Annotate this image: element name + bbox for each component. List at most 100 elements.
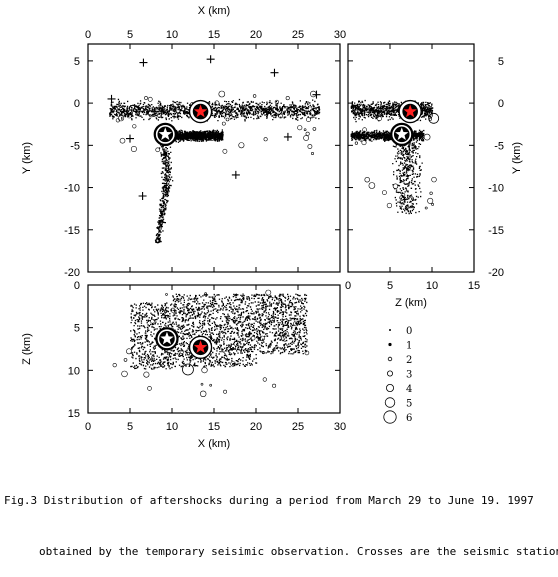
section-x-panel: 0 5 10 15 20 25 30 X (km) 0 5 10 15 Z (km) — [21, 280, 346, 450]
section-x-aftershock-band — [130, 293, 308, 370]
station-cross-mark — [107, 94, 116, 103]
map-aftershock-circle — [115, 118, 120, 123]
section-y-ytick-label: 5 — [498, 56, 504, 68]
section-x-aftershock-circle — [304, 350, 310, 356]
map-aftershock-circle — [263, 137, 268, 142]
section-y-ytick-label: -10 — [488, 183, 504, 195]
section-x-aftershock-circle — [200, 382, 204, 386]
section-x-aftershock-circle — [282, 318, 289, 326]
section-x-aftershock-circle — [200, 390, 207, 397]
map-ytick-label: -20 — [64, 267, 80, 279]
map-aftershock-band — [109, 98, 321, 122]
section-y-aftershock-circle — [423, 133, 431, 141]
map-xtick-label: 10 — [166, 29, 178, 41]
section-y-aftershock-circle — [368, 182, 376, 189]
map-aftershock-circle — [182, 111, 186, 115]
section-x-aftershock-circle — [229, 343, 236, 350]
legend-symbol — [386, 370, 393, 377]
map-aftershock-circle — [117, 115, 125, 122]
legend-symbol — [388, 342, 392, 347]
map-aftershock-circle — [222, 148, 228, 154]
map-ytick-label: 0 — [74, 98, 80, 110]
section-x-aftershock-circle — [201, 367, 208, 374]
section-x-xtick-label: 20 — [250, 421, 262, 433]
map-ytick-label: 5 — [74, 56, 80, 68]
map-aftershock-circle — [117, 105, 123, 111]
section-y-xtick-label: 15 — [468, 280, 480, 292]
section-x-ytick-label: 0 — [74, 280, 80, 292]
section-y-aftershock-circle — [424, 206, 428, 210]
magnitude-legend: 0 1 2 3 4 5 6 — [383, 326, 412, 424]
map-aftershock-circle — [225, 117, 230, 122]
map-aftershock-circle — [126, 112, 133, 119]
legend-label: 0 — [406, 326, 412, 337]
legend-symbol — [385, 383, 394, 392]
section-y-aftershock-circle — [428, 117, 432, 121]
legend-label: 6 — [406, 413, 412, 424]
station-cross-mark — [270, 68, 279, 77]
section-y-large-event — [428, 112, 440, 124]
map-aftershock-circle — [297, 125, 303, 131]
section-y-xtick-label: 5 — [387, 280, 393, 292]
section-x-aftershock-circle — [259, 335, 265, 342]
map-aftershock-circle — [130, 146, 137, 153]
section-y-aftershock-band — [392, 141, 423, 215]
section-x-star-white — [160, 331, 174, 345]
section-x-aftershock-circle — [121, 370, 128, 378]
section-x-aftershock-circle — [204, 292, 207, 295]
section-x-aftershock-circle — [143, 371, 150, 378]
map-xtick-label: 15 — [208, 29, 220, 41]
station-cross-mark — [283, 132, 292, 141]
section-y-aftershock-circle — [361, 140, 367, 146]
section-x-xtick-label: 10 — [166, 421, 178, 433]
legend-symbol — [388, 328, 391, 331]
section-y-aftershock-circle — [376, 116, 382, 122]
map-aftershock-circle — [221, 121, 226, 126]
map-aftershock-circle — [312, 127, 317, 131]
map-aftershock-circle — [153, 108, 161, 116]
section-y-aftershock-circle — [362, 127, 367, 132]
section-y-aftershock-circle — [429, 191, 433, 195]
section-x-xtick-label: 0 — [85, 421, 91, 433]
legend-label: 5 — [406, 399, 412, 410]
map-frame — [87, 43, 341, 273]
map-xtick-label: 25 — [292, 29, 304, 41]
section-y-ytick-label: 0 — [498, 98, 504, 110]
legend-symbol — [383, 410, 397, 424]
map-ytick-label: -5 — [70, 140, 80, 152]
section-x-aftershock-circle — [272, 383, 277, 388]
caption-line-2: obtained by the temporary seisimic obser… — [39, 545, 558, 558]
section-x-aftershock-circle — [179, 349, 184, 355]
station-cross-mark — [231, 170, 240, 179]
map-aftershock-circle — [305, 131, 310, 136]
map-xtick-label: 20 — [250, 29, 262, 41]
section-y-frame — [347, 43, 475, 273]
section-y-ytick-label: -20 — [488, 267, 504, 279]
map-aftershock-circle — [155, 147, 160, 153]
section-x-aftershock-circle — [282, 330, 289, 337]
map-panel: 0 5 10 15 20 25 30 X (km) 5 0 -5 -10 -15 -20 Y (km) — [21, 5, 346, 279]
section-y-star-red — [403, 104, 417, 118]
section-x-xtick-label: 15 — [208, 421, 220, 433]
map-aftershock-circle — [303, 135, 309, 141]
map-aftershock-circle — [310, 152, 314, 156]
map-aftershock-circle — [238, 142, 245, 149]
section-x-aftershock-circle — [123, 358, 128, 362]
section-x-aftershock-circle — [251, 336, 256, 341]
mainshock-star-white — [158, 127, 172, 141]
section-y-aftershock-circle — [427, 197, 434, 204]
map-aftershock-circle — [132, 124, 137, 129]
legend-label: 2 — [406, 355, 412, 366]
section-y-ytick-label: -15 — [488, 225, 504, 237]
section-x-xtick-label: 25 — [292, 421, 304, 433]
map-aftershock-circle — [210, 136, 215, 141]
map-aftershock-circle — [274, 99, 280, 105]
map-ytick-label: -10 — [64, 183, 80, 195]
map-ylabel: Y (km) — [21, 142, 33, 174]
map-aftershock-circle — [214, 100, 220, 106]
section-y-aftershock-circle — [431, 202, 435, 206]
legend-label: 4 — [406, 384, 412, 395]
section-x-aftershock-circle — [232, 362, 235, 366]
section-y-aftershock-circle — [401, 193, 406, 197]
section-x-aftershock-circle — [170, 307, 176, 313]
